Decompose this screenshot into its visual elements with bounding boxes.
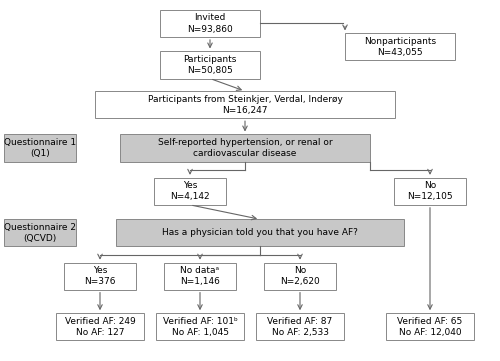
FancyBboxPatch shape — [56, 313, 144, 340]
Text: Verified AF: 87
No AF: 2,533: Verified AF: 87 No AF: 2,533 — [268, 317, 332, 337]
FancyBboxPatch shape — [160, 52, 260, 78]
FancyBboxPatch shape — [116, 219, 404, 246]
FancyBboxPatch shape — [154, 178, 226, 205]
FancyBboxPatch shape — [64, 263, 136, 290]
FancyBboxPatch shape — [95, 91, 395, 118]
Text: Questionnaire 1
(Q1): Questionnaire 1 (Q1) — [4, 138, 76, 158]
FancyBboxPatch shape — [164, 263, 236, 290]
Text: Yes
N=4,142: Yes N=4,142 — [170, 181, 210, 201]
FancyBboxPatch shape — [394, 178, 466, 205]
Text: No
N=2,620: No N=2,620 — [280, 266, 320, 286]
Text: Yes
N=376: Yes N=376 — [84, 266, 116, 286]
Text: Verified AF: 101ᵇ
No AF: 1,045: Verified AF: 101ᵇ No AF: 1,045 — [162, 317, 238, 337]
FancyBboxPatch shape — [4, 135, 76, 162]
Text: Verified AF: 65
No AF: 12,040: Verified AF: 65 No AF: 12,040 — [398, 317, 462, 337]
FancyBboxPatch shape — [4, 219, 76, 246]
Text: Has a physician told you that you have AF?: Has a physician told you that you have A… — [162, 229, 358, 237]
Text: No dataᵃ
N=1,146: No dataᵃ N=1,146 — [180, 266, 220, 286]
Text: Nonparticipants
N=43,055: Nonparticipants N=43,055 — [364, 37, 436, 57]
FancyBboxPatch shape — [264, 263, 336, 290]
Text: Invited
N=93,860: Invited N=93,860 — [187, 13, 233, 34]
Text: Questionnaire 2
(QCVD): Questionnaire 2 (QCVD) — [4, 223, 76, 243]
Text: No
N=12,105: No N=12,105 — [407, 181, 453, 201]
FancyBboxPatch shape — [120, 135, 370, 162]
FancyBboxPatch shape — [156, 313, 244, 340]
FancyBboxPatch shape — [345, 33, 455, 60]
FancyBboxPatch shape — [256, 313, 344, 340]
Text: Self-reported hypertension, or renal or
cardiovascular disease: Self-reported hypertension, or renal or … — [158, 138, 332, 158]
Text: Participants from Steinkjer, Verdal, Inderøy
N=16,247: Participants from Steinkjer, Verdal, Ind… — [148, 95, 342, 115]
Text: Verified AF: 249
No AF: 127: Verified AF: 249 No AF: 127 — [64, 317, 136, 337]
FancyBboxPatch shape — [386, 313, 474, 340]
Text: Participants
N=50,805: Participants N=50,805 — [184, 55, 236, 75]
FancyBboxPatch shape — [160, 10, 260, 37]
